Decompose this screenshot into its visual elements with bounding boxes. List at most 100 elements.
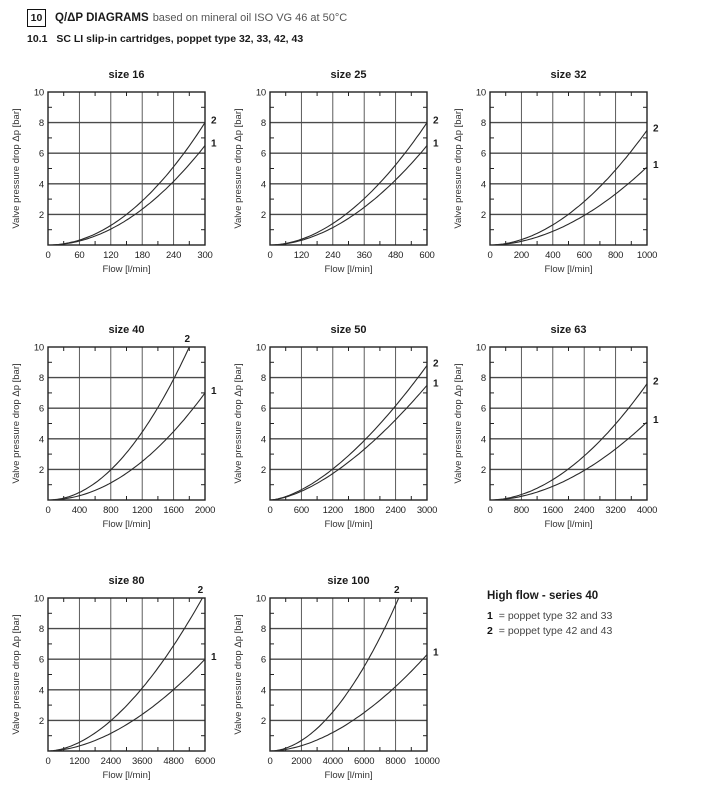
y-tick-label: 6	[39, 655, 44, 666]
section-number-box: 10	[27, 9, 46, 27]
y-tick-label: 6	[481, 404, 486, 415]
plot-frame	[47, 346, 206, 501]
y-tick-label: 2	[39, 465, 44, 476]
x-tick-label: 0	[487, 505, 492, 516]
legend-text-1: = poppet type 32 and 33	[498, 610, 613, 622]
curve-2	[490, 129, 648, 246]
y-tick-label: 8	[261, 373, 266, 384]
x-tick-label: 800	[103, 505, 118, 516]
x-tick-label: 240	[166, 250, 181, 261]
chart-canvas: size 100 0 2000 4000 6000 8000 10000 2 4 6 8 10 Flow…	[233, 575, 440, 781]
x-tick-label: 1600	[163, 505, 183, 516]
chart-canvas: size 63 0 800 1600 2400 3200 4000 2 4 6 8 10 Flow [l…	[453, 324, 659, 530]
curve-2	[269, 122, 428, 246]
x-tick-label: 0	[267, 756, 272, 767]
x-tick-label: 2400	[385, 505, 405, 516]
curve-2	[48, 346, 190, 501]
page-subtitle: based on mineral oil ISO VG 46 at 50°C	[152, 12, 348, 24]
y-tick-label: 2	[481, 210, 486, 221]
x-tick-label: 0	[487, 250, 492, 261]
chart-canvas: size 50 0 600 1200 1800 2400 3000 2 4 6 8 10 Flow [l…	[233, 324, 439, 530]
plot-frame	[269, 597, 428, 752]
y-tick-label: 4	[261, 685, 266, 696]
y-tick-label: 6	[261, 149, 266, 160]
x-tick-label: 2000	[291, 756, 311, 767]
curve-1	[269, 654, 428, 752]
y-tick-label: 8	[261, 624, 266, 635]
y-tick-label: 2	[261, 210, 266, 221]
y-tick-label: 4	[261, 434, 266, 445]
curve-label-2: 2	[394, 585, 400, 596]
x-tick-label: 0	[45, 756, 50, 767]
x-tick-label: 600	[419, 250, 434, 261]
y-tick-label: 8	[39, 373, 44, 384]
plot-frame	[47, 91, 206, 246]
x-tick-label: 3000	[417, 505, 437, 516]
x-tick-label: 10000	[414, 756, 439, 767]
curve-label-2: 2	[185, 334, 191, 345]
x-tick-label: 2400	[101, 756, 121, 767]
legend-key-1: 1	[487, 610, 493, 622]
x-tick-label: 3600	[132, 756, 152, 767]
y-axis-label: Valve pressure drop Δp [bar]	[233, 108, 244, 228]
chart-size-80: size 80 0 1200 2400 3600 4800 6000 2 4 6 8 10 Flow […	[8, 572, 228, 786]
chart-canvas: size 80 0 1200 2400 3600 4800 6000 2 4 6 8 10 Flow […	[11, 575, 217, 781]
curve-label-1: 1	[433, 648, 439, 659]
curve-1	[48, 392, 206, 501]
chart-canvas: size 40 0 400 800 1200 1600 2000 2 4 6 8 10 Flow [l/…	[11, 324, 217, 530]
chart-size-50: size 50 0 600 1200 1800 2400 3000 2 4 6 8 10 Flow [l…	[230, 321, 450, 535]
y-axis-label: Valve pressure drop Δp [bar]	[233, 614, 244, 734]
chart-canvas: size 32 0 200 400 600 800 1000 2 4 6 8 10 Flow [l/mi…	[453, 69, 659, 275]
x-axis-label: Flow [l/min]	[102, 264, 150, 275]
x-tick-label: 0	[267, 250, 272, 261]
x-tick-label: 1800	[354, 505, 374, 516]
y-tick-label: 8	[261, 118, 266, 129]
curve-label-1: 1	[433, 139, 439, 150]
x-tick-label: 4800	[163, 756, 183, 767]
curve-label-2: 2	[198, 585, 204, 596]
x-tick-label: 1200	[323, 505, 343, 516]
y-tick-label: 6	[39, 404, 44, 415]
y-tick-label: 4	[39, 179, 44, 190]
curve-2	[269, 365, 428, 501]
y-axis-label: Valve pressure drop Δp [bar]	[453, 363, 464, 483]
y-tick-label: 6	[481, 149, 486, 160]
chart-title: size 40	[108, 324, 144, 336]
y-tick-label: 2	[39, 716, 44, 727]
chart-title: size 16	[108, 69, 144, 81]
plot-frame	[269, 346, 428, 501]
plot-frame	[269, 91, 428, 246]
x-tick-label: 600	[294, 505, 309, 516]
chart-size-100: size 100 0 2000 4000 6000 8000 10000 2 4 6 8 10 Flow…	[230, 572, 450, 786]
y-axis-label: Valve pressure drop Δp [bar]	[233, 363, 244, 483]
curve-2	[48, 122, 206, 246]
legend-item-1: 1 = poppet type 32 and 33	[487, 609, 612, 624]
curve-1	[270, 145, 428, 246]
x-axis-label: Flow [l/min]	[324, 264, 372, 275]
page-title-text: Q/ΔP DIAGRAMS	[55, 12, 149, 24]
legend-text-2: = poppet type 42 and 43	[498, 624, 613, 637]
chart-size-25: size 25 0 120 240 360 480 600 2 4 6 8 10 Flow [l/min…	[230, 66, 450, 280]
y-tick-label: 6	[261, 655, 266, 666]
y-tick-label: 4	[39, 434, 44, 445]
x-tick-label: 180	[135, 250, 150, 261]
curve-1	[48, 145, 206, 246]
x-tick-label: 6000	[195, 756, 215, 767]
chart-title: size 63	[550, 324, 586, 336]
y-tick-label: 2	[481, 465, 486, 476]
y-tick-label: 10	[256, 343, 266, 354]
x-tick-label: 1000	[637, 250, 657, 261]
subsection-number: 10.1	[27, 33, 48, 45]
x-tick-label: 1200	[132, 505, 152, 516]
x-tick-label: 400	[72, 505, 87, 516]
chart-title: size 25	[330, 69, 366, 81]
legend-item-2: 2 = poppet type 42 and 43	[487, 624, 612, 639]
legend-title: High flow - series 40	[487, 590, 599, 602]
curve-label-1: 1	[433, 378, 439, 389]
y-tick-label: 4	[261, 179, 266, 190]
curve-label-2: 2	[433, 358, 439, 369]
x-tick-label: 480	[388, 250, 403, 261]
x-tick-label: 400	[545, 250, 560, 261]
y-axis-label: Valve pressure drop Δp [bar]	[11, 108, 22, 228]
